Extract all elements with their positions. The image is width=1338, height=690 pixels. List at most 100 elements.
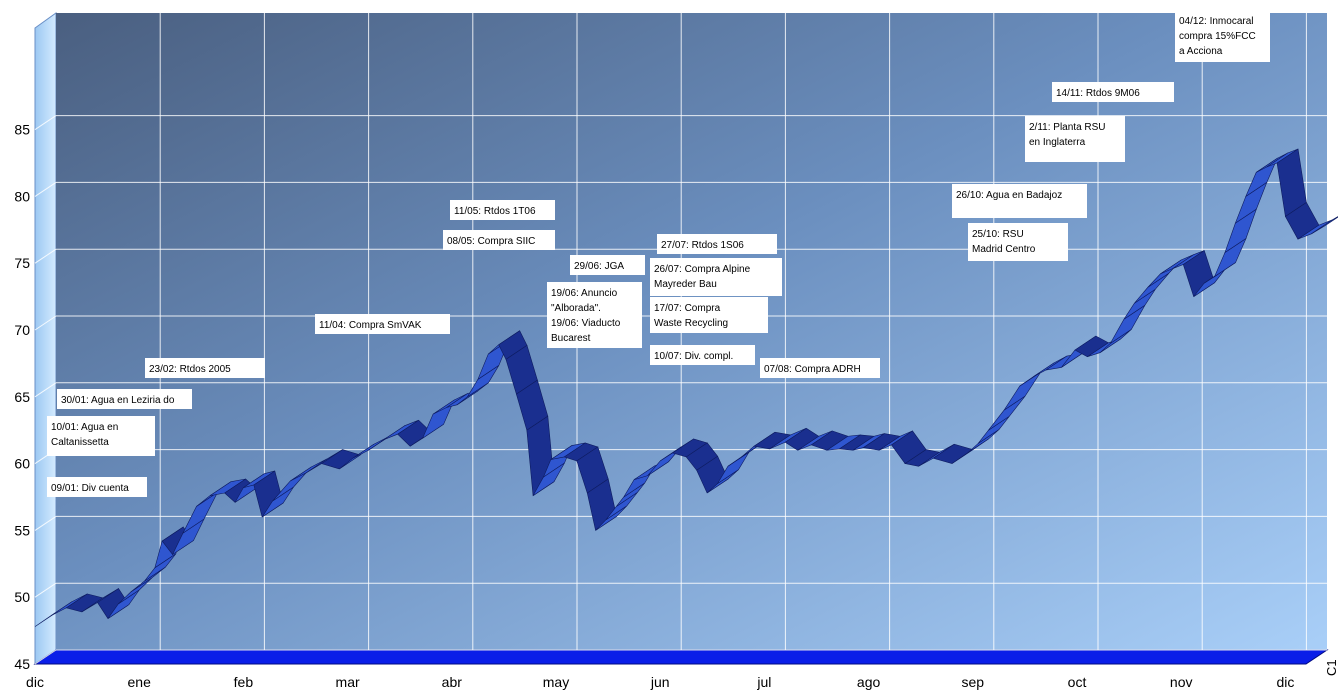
annotation-text: 27/07: Rtdos 1S06 (661, 240, 744, 251)
annotation-text: Waste Recycling (654, 318, 728, 329)
y-tick-label: 85 (14, 122, 30, 138)
annotation-box (650, 297, 768, 333)
annotation-box (1175, 10, 1270, 62)
annotation-box (47, 416, 155, 456)
annotation-text: 04/12: Inmocaral (1179, 16, 1254, 27)
x-tick-label: dic (26, 674, 44, 690)
annotation-box (952, 184, 1087, 218)
y-tick-label: 45 (14, 656, 30, 672)
y-tick-label: 50 (14, 589, 30, 605)
y-tick-label: 55 (14, 522, 30, 538)
annotation-box (450, 200, 555, 220)
annotation-text: 17/07: Compra (654, 303, 721, 314)
annotation-text: 26/10: Agua en Badajoz (956, 190, 1062, 201)
floor (33, 649, 1329, 665)
left-wall (34, 12, 57, 665)
annotation-text: compra 15%FCC (1179, 31, 1256, 42)
annotation: 07/08: Compra ADRH (760, 358, 880, 378)
annotation: 26/07: Compra Alpine Mayreder Bau (650, 258, 782, 296)
x-tick-label: abr (442, 674, 463, 690)
annotation: 26/10: Agua en Badajoz (952, 184, 1087, 218)
annotation: 29/06: JGA (570, 255, 645, 275)
x-tick-label: ene (128, 674, 152, 690)
gridline-wall (34, 582, 57, 598)
y-tick-label: 65 (14, 389, 30, 405)
y-tick-label: 70 (14, 322, 30, 338)
gridline-wall (34, 115, 57, 131)
annotation: 04/12: Inmocaral compra 15%FCC a Acciona (1175, 10, 1270, 62)
annotation: 11/05: Rtdos 1T06 (450, 200, 555, 220)
y-tick-label: 75 (14, 255, 30, 271)
annotation-text: 09/01: Div cuenta (51, 483, 129, 494)
x-tick-label: nov (1170, 674, 1193, 690)
annotation-box (650, 258, 782, 296)
series-name-label: C1 (1324, 659, 1338, 676)
annotation-text: Madrid Centro (972, 244, 1036, 255)
annotation-box (1052, 82, 1174, 102)
annotation-box (1025, 116, 1125, 162)
annotation-text: Mayreder Bau (654, 279, 717, 290)
annotation-box (547, 282, 642, 348)
x-tick-label: jul (756, 674, 771, 690)
annotation-text: 29/06: JGA (574, 261, 624, 272)
gridline-wall (34, 649, 57, 665)
gridline-wall (34, 181, 57, 197)
annotation-text: 19/06: Viaducto (551, 318, 621, 329)
annotation: 09/01: Div cuenta (47, 477, 147, 497)
annotation: 27/07: Rtdos 1S06 (657, 234, 777, 254)
annotation: 17/07: Compra Waste Recycling (650, 297, 768, 333)
y-tick-label: 60 (14, 456, 30, 472)
annotation: 11/04: Compra SmVAK (315, 314, 450, 334)
annotation-box (47, 477, 147, 497)
annotation: 08/05: Compra SIIC (443, 230, 555, 250)
annotation: 2/11: Planta RSU en Inglaterra (1025, 116, 1125, 162)
annotation-box (145, 358, 265, 378)
annotation-box (570, 255, 645, 275)
annotation-text: 14/11: Rtdos 9M06 (1056, 88, 1140, 99)
annotation: 23/02: Rtdos 2005 (145, 358, 265, 378)
x-tick-label: jun (650, 674, 670, 690)
annotation-text: Bucarest (551, 333, 591, 344)
annotation: 14/11: Rtdos 9M06 (1052, 82, 1174, 102)
x-tick-label: may (543, 674, 569, 690)
annotation-text: 2/11: Planta RSU (1029, 122, 1106, 133)
gridline-wall (34, 248, 57, 264)
annotation: 19/06: Anuncio "Alborada". 19/06: Viaducto… (547, 282, 642, 348)
series-segment (1311, 216, 1338, 235)
annotation-text: 11/05: Rtdos 1T06 (454, 206, 536, 217)
annotation-box (650, 345, 755, 365)
x-tick-label: sep (962, 674, 985, 690)
y-tick-label: 80 (14, 188, 30, 204)
annotation-text: 23/02: Rtdos 2005 (149, 364, 231, 375)
annotation-box (443, 230, 555, 250)
annotation-text: 25/10: RSU (972, 229, 1024, 240)
annotation-text: Caltanissetta (51, 437, 109, 448)
annotation-text: 19/06: Anuncio (551, 288, 618, 299)
annotation: 25/10: RSU Madrid Centro (968, 223, 1068, 261)
annotation-box (57, 389, 192, 409)
annotation: 10/01: Agua en Caltanissetta (47, 416, 155, 456)
annotation-text: 07/08: Compra ADRH (764, 364, 861, 375)
annotation-text: "Alborada". (551, 303, 601, 314)
annotation-text: 26/07: Compra Alpine (654, 264, 751, 275)
annotation-text: en Inglaterra (1029, 137, 1086, 148)
annotation-box (968, 223, 1068, 261)
annotation-text: 11/04: Compra SmVAK (319, 320, 422, 331)
annotation-box (315, 314, 450, 334)
gridline-wall (34, 315, 57, 331)
x-tick-label: feb (234, 674, 254, 690)
x-tick-label: dic (1276, 674, 1294, 690)
annotation-text: 10/07: Div. compl. (654, 351, 733, 362)
annotation-box (760, 358, 880, 378)
annotation-box (657, 234, 777, 254)
annotation-text: 08/05: Compra SIIC (447, 236, 535, 247)
annotation: 10/07: Div. compl. (650, 345, 755, 365)
gridline-wall (34, 382, 57, 398)
annotation-text: 30/01: Agua en Leziria do (61, 395, 175, 406)
x-tick-label: oct (1068, 674, 1087, 690)
x-tick-label: mar (336, 674, 360, 690)
gridline-wall (34, 515, 57, 531)
annotation-text: a Acciona (1179, 46, 1223, 57)
x-tick-label: ago (857, 674, 881, 690)
